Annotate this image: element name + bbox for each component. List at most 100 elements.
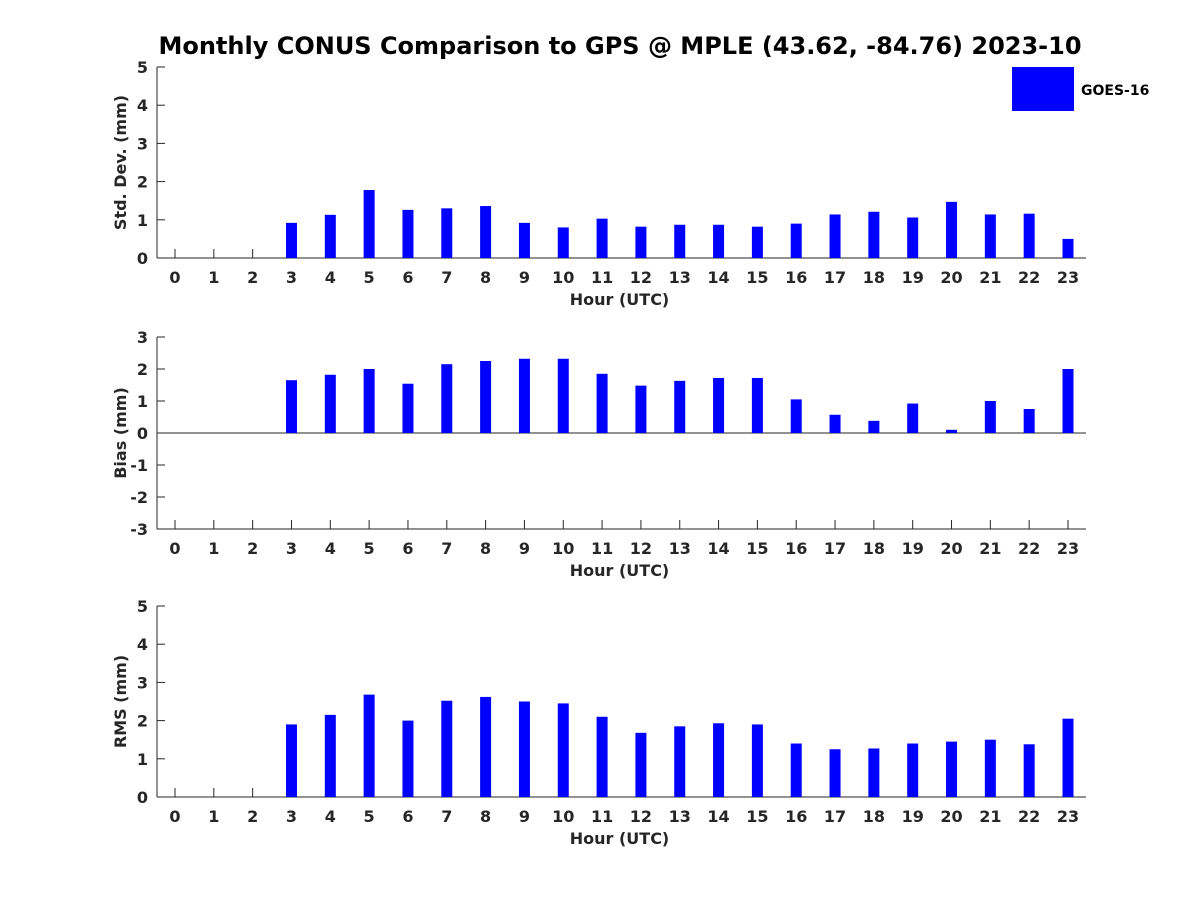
bar-hour-21 (984, 739, 996, 797)
x-tick-label: 20 (940, 268, 962, 287)
x-tick-label: 21 (979, 807, 1001, 826)
y-tick-label: -3 (130, 520, 148, 539)
bar-hour-5 (363, 694, 375, 797)
x-tick-label: 0 (169, 539, 180, 558)
x-tick-label: 2 (247, 539, 258, 558)
y-axis-label: RMS (mm) (111, 655, 130, 748)
bar-hour-10 (557, 703, 569, 797)
x-tick-label: 22 (1018, 268, 1040, 287)
x-tick-label: 13 (669, 807, 691, 826)
x-tick-label: 20 (940, 807, 962, 826)
x-tick-label: 23 (1057, 539, 1079, 558)
x-tick-label: 1 (208, 268, 219, 287)
bar-hour-17 (829, 414, 841, 433)
x-tick-label: 19 (902, 539, 924, 558)
x-tick-label: 11 (591, 539, 613, 558)
x-tick-label: 11 (591, 268, 613, 287)
x-tick-label: 12 (630, 807, 652, 826)
x-tick-label: 19 (902, 807, 924, 826)
bar-hour-16 (790, 743, 802, 797)
bar-hour-6 (402, 209, 414, 258)
x-tick-label: 8 (480, 807, 491, 826)
x-tick-label: 19 (902, 268, 924, 287)
bar-hour-14 (713, 224, 725, 258)
x-tick-label: 8 (480, 539, 491, 558)
bar-hour-8 (480, 696, 492, 797)
x-tick-label: 0 (169, 268, 180, 287)
bar-hour-22 (1023, 744, 1035, 797)
bar-hour-18 (868, 420, 880, 433)
bar-hour-19 (907, 217, 919, 258)
y-tick-label: 4 (137, 96, 148, 115)
y-tick-label: 1 (137, 750, 148, 769)
bar-hour-10 (557, 227, 569, 258)
bar-hour-22 (1023, 213, 1035, 258)
y-axis-label: Std. Dev. (mm) (111, 95, 130, 230)
x-tick-label: 21 (979, 539, 1001, 558)
bar-hour-17 (829, 749, 841, 797)
bar-hour-11 (596, 218, 608, 258)
bar-hour-18 (868, 211, 880, 258)
x-tick-label: 18 (863, 807, 885, 826)
bar-hour-7 (441, 364, 453, 433)
x-axis-label: Hour (UTC) (570, 561, 670, 580)
bar-hour-8 (480, 361, 492, 433)
x-tick-label: 3 (286, 539, 297, 558)
bar-hour-15 (751, 724, 763, 797)
bar-hour-6 (402, 720, 414, 797)
x-tick-label: 11 (591, 807, 613, 826)
x-tick-label: 15 (746, 807, 768, 826)
bar-hour-5 (363, 369, 375, 433)
legend-swatch (1012, 67, 1074, 111)
x-tick-label: 3 (286, 807, 297, 826)
bar-hour-15 (751, 226, 763, 258)
y-tick-label: -2 (130, 488, 148, 507)
x-tick-label: 15 (746, 539, 768, 558)
x-tick-label: 21 (979, 268, 1001, 287)
x-tick-label: 1 (208, 539, 219, 558)
bar-hour-9 (518, 358, 530, 433)
bar-hour-4 (324, 714, 336, 797)
x-tick-label: 7 (441, 807, 452, 826)
x-tick-label: 10 (552, 268, 574, 287)
bar-hour-12 (635, 226, 647, 258)
bar-hour-8 (480, 206, 492, 258)
y-tick-label: 3 (137, 328, 148, 347)
x-tick-label: 18 (863, 539, 885, 558)
bar-hour-21 (984, 401, 996, 433)
bar-hour-12 (635, 385, 647, 433)
bar-hour-22 (1023, 409, 1035, 433)
bar-hour-4 (324, 214, 336, 258)
y-tick-label: 2 (137, 712, 148, 731)
x-tick-label: 7 (441, 539, 452, 558)
y-tick-label: 4 (137, 635, 148, 654)
bar-hour-19 (907, 403, 919, 433)
bar-hour-20 (946, 429, 958, 433)
x-tick-label: 17 (824, 539, 846, 558)
bar-hour-9 (518, 222, 530, 258)
x-tick-label: 12 (630, 268, 652, 287)
x-tick-label: 22 (1018, 807, 1040, 826)
bar-hour-5 (363, 190, 375, 258)
bar-hour-13 (674, 380, 686, 433)
x-tick-label: 5 (364, 268, 375, 287)
x-tick-label: 10 (552, 807, 574, 826)
x-tick-label: 20 (940, 539, 962, 558)
y-axis-label: Bias (mm) (111, 387, 130, 479)
bar-hour-9 (518, 701, 530, 797)
bar-hour-11 (596, 373, 608, 433)
legend-label: GOES-16 (1081, 83, 1149, 99)
x-tick-label: 18 (863, 268, 885, 287)
bar-hour-16 (790, 399, 802, 433)
bar-hour-7 (441, 700, 453, 797)
x-tick-label: 14 (707, 539, 729, 558)
x-tick-label: 9 (519, 268, 530, 287)
bar-hour-15 (751, 377, 763, 433)
y-tick-label: 0 (137, 424, 148, 443)
bar-hour-19 (907, 743, 919, 797)
x-axis-label: Hour (UTC) (570, 829, 670, 848)
x-tick-label: 1 (208, 807, 219, 826)
